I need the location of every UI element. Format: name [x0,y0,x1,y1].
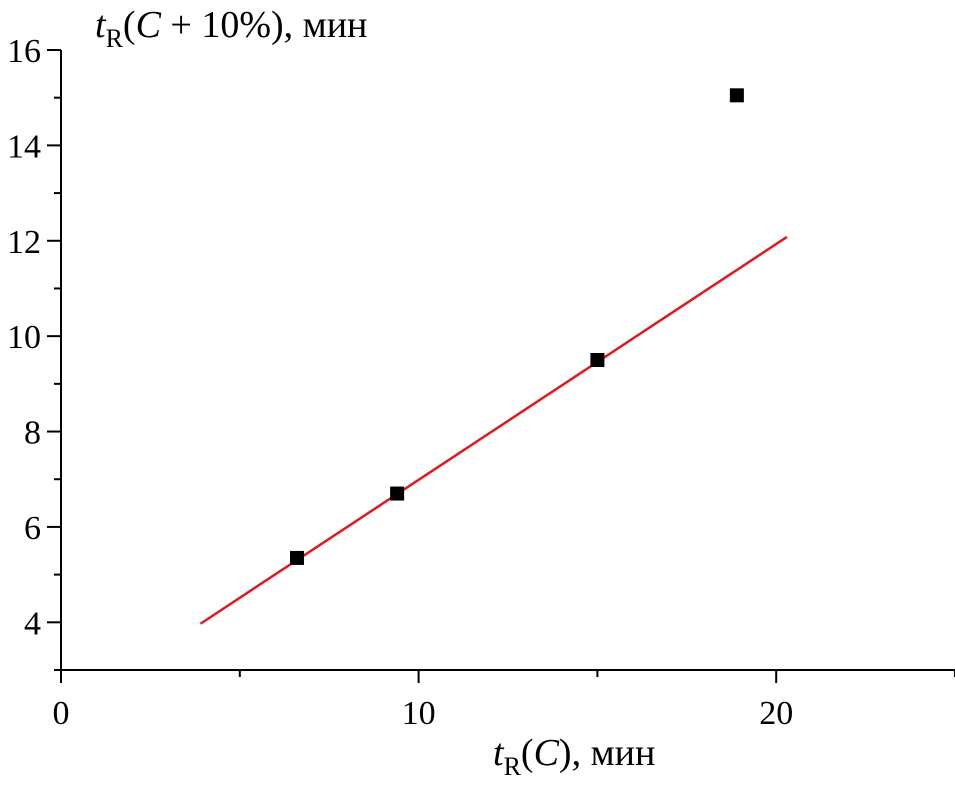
x-axis-label: tR(C), мин [493,732,655,781]
y-axis-label-rest: + 10%), мин [161,4,367,46]
fit-line [199,235,788,625]
x-axis-label-arg: C [534,732,560,774]
y-tick-label: 10 [7,319,41,356]
data-point [390,486,405,501]
plot-area [199,88,788,625]
y-axis-label-open: ( [123,4,136,46]
x-axis-label-var: t [493,732,505,774]
y-tick-label: 14 [7,128,41,165]
y-tick-label: 8 [24,415,41,452]
x-axis-label-rest: ), мин [559,732,655,774]
y-axis-label: tR(C + 10%), мин [95,4,367,53]
y-tick-label: 4 [24,605,41,642]
y-axis-label-arg: C [136,4,162,46]
axes [60,50,955,671]
y-tick-label: 16 [7,33,41,70]
tick-marks [47,49,955,683]
data-point [729,88,744,103]
x-tick-label: 10 [402,695,436,732]
y-axis-label-var: t [95,4,107,46]
x-tick-label: 20 [759,695,793,732]
x-axis-label-open: ( [521,732,534,774]
tick-labels: 0 10 20 4 6 8 10 12 14 16 [7,33,793,732]
y-tick-label: 6 [24,510,41,547]
x-axis-label-sub: R [504,752,522,781]
data-point [590,353,605,367]
y-axis-label-sub: R [106,24,124,53]
data-point [290,550,305,565]
x-tick-label: 0 [53,695,70,732]
y-tick-label: 12 [7,224,41,261]
